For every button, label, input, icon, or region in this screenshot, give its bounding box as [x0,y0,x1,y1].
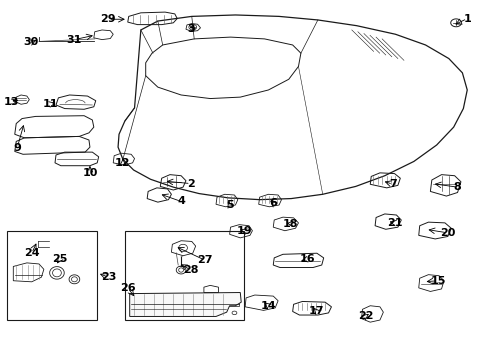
Bar [7,231,97,320]
Text: 19: 19 [236,226,251,236]
Text: 29: 29 [101,14,116,24]
Text: 20: 20 [439,228,455,238]
Text: 12: 12 [115,158,130,168]
Text: 31: 31 [66,35,82,45]
Polygon shape [129,293,241,316]
Text: 6: 6 [269,198,277,208]
Text: 11: 11 [42,99,58,109]
Bar [124,231,244,320]
Text: 15: 15 [429,276,445,286]
Text: 22: 22 [357,311,372,321]
Bar [223,294,238,306]
Text: 25: 25 [52,254,67,264]
Text: 26: 26 [120,283,135,293]
Text: 17: 17 [308,306,324,316]
Text: 23: 23 [101,272,116,282]
Text: 2: 2 [186,179,194,189]
Text: 27: 27 [197,255,213,265]
Text: 5: 5 [225,200,233,210]
Text: 14: 14 [260,301,276,311]
Text: 30: 30 [23,37,39,48]
Text: 9: 9 [13,143,21,153]
Text: 21: 21 [386,218,402,228]
Text: 4: 4 [177,197,184,206]
Text: 16: 16 [299,254,314,264]
Text: 10: 10 [82,168,98,178]
Text: 13: 13 [3,97,19,107]
Text: 28: 28 [183,265,198,275]
Text: 24: 24 [24,248,40,258]
Text: 7: 7 [388,179,396,189]
Text: 1: 1 [463,14,470,23]
Text: 18: 18 [282,219,297,229]
Text: 8: 8 [453,182,461,192]
Text: 3: 3 [186,23,194,33]
